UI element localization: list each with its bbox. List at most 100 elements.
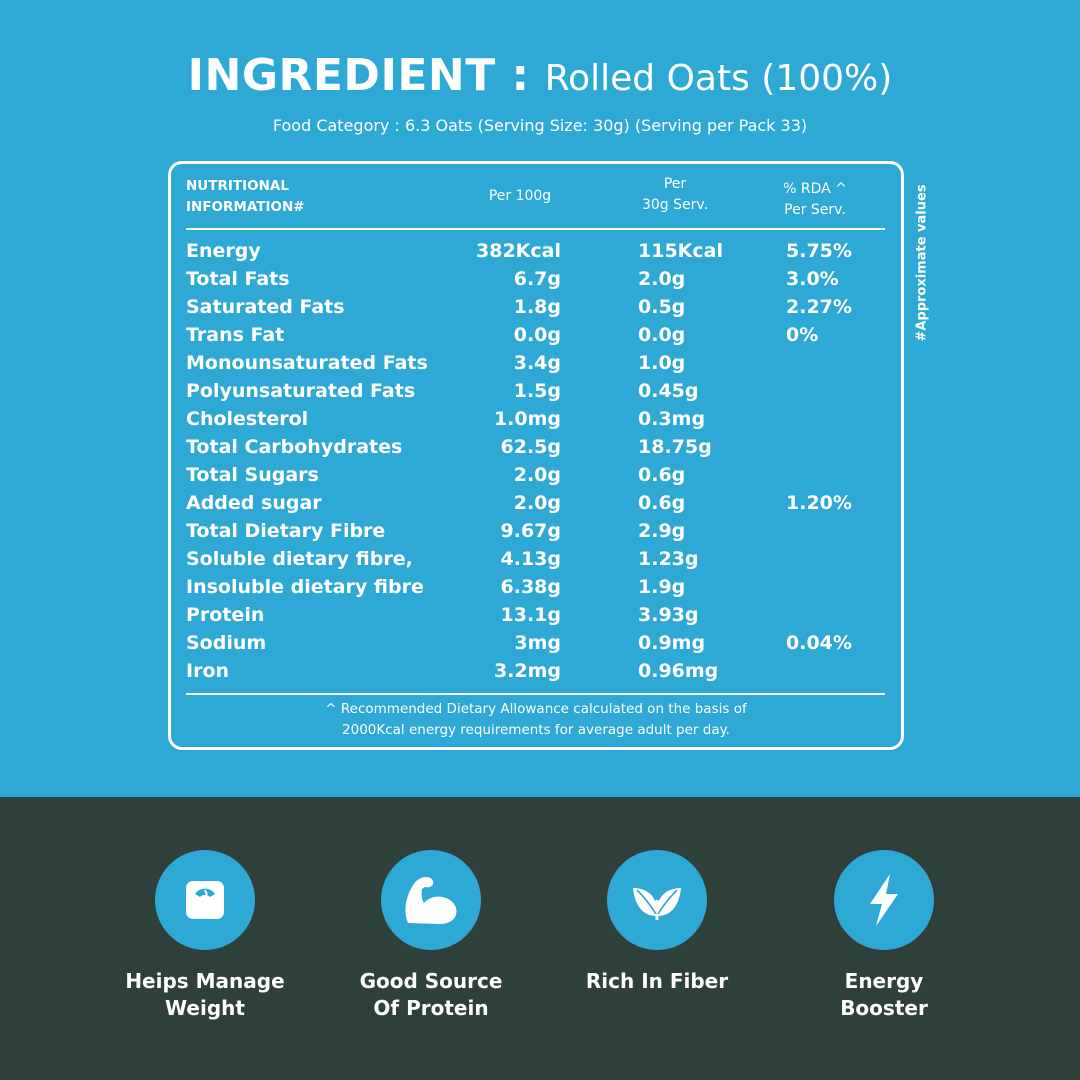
nutrient-name: Iron (186, 660, 230, 682)
value-per-100g: 2.0g (513, 464, 561, 486)
value-rda: 1.20% (786, 492, 852, 514)
value-per-serving: 1.23g (638, 548, 699, 570)
value-per-serving: 2.0g (638, 268, 686, 290)
header-col3-line2: 30g Serv. (641, 197, 709, 213)
nutrient-name: Cholesterol (186, 408, 309, 430)
table-row: Polyunsaturated Fats 1.5g 0.45g (186, 377, 885, 405)
header-per-100g: Per 100g (488, 188, 552, 204)
table-row: Saturated Fats 1.8g 0.5g 2.27% (186, 293, 885, 321)
nutrient-name: Insoluble dietary fibre (186, 576, 424, 598)
table-row: Total Dietary Fibre 9.67g 2.9g (186, 517, 885, 545)
title-ingredient-label: INGREDIENT : (187, 50, 530, 101)
nutrient-name: Total Fats (186, 268, 290, 290)
nutrition-table-panel (168, 161, 904, 750)
value-per-serving: 0.96mg (638, 660, 719, 682)
value-per-serving: 0.3mg (638, 408, 706, 430)
header-nutritional-info: NUTRITIONAL INFORMATION# (186, 176, 305, 218)
value-per-serving: 0.5g (638, 296, 686, 318)
feature-fiber: Rich In Fiber (532, 850, 782, 995)
value-per-serving: 0.6g (638, 492, 686, 514)
value-rda: 3.0% (786, 268, 839, 290)
feature-manage-weight: Heips Manage Weight (80, 850, 330, 1022)
feature-label: Energy Booster (759, 968, 1009, 1022)
value-per-serving: 18.75g (638, 436, 712, 458)
nutrient-name: Saturated Fats (186, 296, 345, 318)
value-per-100g: 1.5g (513, 380, 561, 402)
value-per-100g: 6.38g (500, 576, 561, 598)
value-per-serving: 1.9g (638, 576, 686, 598)
value-per-100g: 2.0g (513, 492, 561, 514)
rda-footnote: ^ Recommended Dietary Allowance calculat… (168, 699, 904, 741)
value-rda: 2.27% (786, 296, 852, 318)
table-row: Protein 13.1g 3.93g (186, 601, 885, 629)
feature-circle (834, 850, 934, 950)
header-col4-line2: Per Serv. (784, 202, 846, 218)
table-row: Iron 3.2mg 0.96mg (186, 657, 885, 685)
value-per-100g: 62.5g (500, 436, 561, 458)
value-per-100g: 13.1g (500, 604, 561, 626)
title-ingredient-value: Rolled Oats (100%) (544, 58, 893, 99)
header-col1-line2: INFORMATION# (186, 199, 305, 215)
feature-label-line2: Weight (165, 996, 245, 1020)
value-per-100g: 6.7g (513, 268, 561, 290)
header-per-serving: Per 30g Serv. (610, 174, 740, 216)
nutrient-name: Protein (186, 604, 265, 626)
feature-label-line2: Booster (840, 996, 928, 1020)
nutrient-name: Energy (186, 240, 261, 262)
table-row: Total Sugars 2.0g 0.6g (186, 461, 885, 489)
nutrient-name: Trans Fat (186, 324, 285, 346)
header-col1-line1: NUTRITIONAL (186, 178, 289, 194)
header-rda: % RDA ^ Per Serv. (760, 179, 870, 221)
table-row: Total Fats 6.7g 2.0g 3.0% (186, 265, 885, 293)
table-row: Trans Fat 0.0g 0.0g 0% (186, 321, 885, 349)
value-rda: 0% (786, 324, 819, 346)
value-per-100g: 1.0mg (493, 408, 561, 430)
nutrient-name: Soluble dietary fibre, (186, 548, 413, 570)
header-col4-line1: % RDA ^ (783, 181, 847, 197)
table-row: Total Carbohydrates 62.5g 18.75g (186, 433, 885, 461)
value-per-serving: 0.9mg (638, 632, 706, 654)
value-per-100g: 3.2mg (493, 660, 561, 682)
feature-protein: Good Source Of Protein (306, 850, 556, 1022)
feature-label-line1: Energy (844, 969, 924, 993)
lightning-bolt-icon (870, 874, 898, 926)
table-row: Soluble dietary fibre, 4.13g 1.23g (186, 545, 885, 573)
value-per-serving: 3.93g (638, 604, 699, 626)
nutrient-name: Total Dietary Fibre (186, 520, 386, 542)
nutrient-name: Sodium (186, 632, 267, 654)
nutrient-name: Monounsaturated Fats (186, 352, 428, 374)
feature-circle (381, 850, 481, 950)
feature-label-line1: Good Source (359, 969, 503, 993)
feature-label: Good Source Of Protein (306, 968, 556, 1022)
nutrient-name: Added sugar (186, 492, 322, 514)
header-divider (186, 228, 885, 230)
value-per-serving: 115Kcal (638, 240, 723, 262)
header-col3-line1: Per (663, 176, 687, 192)
value-per-100g: 382Kcal (476, 240, 561, 262)
nutrient-name: Total Carbohydrates (186, 436, 403, 458)
table-row: Monounsaturated Fats 3.4g 1.0g (186, 349, 885, 377)
value-per-100g: 3.4g (513, 352, 561, 374)
value-rda: 5.75% (786, 240, 852, 262)
nutrient-name: Polyunsaturated Fats (186, 380, 416, 402)
value-per-100g: 3mg (514, 632, 561, 654)
value-per-100g: 0.0g (513, 324, 561, 346)
feature-label-line2: Of Protein (373, 996, 489, 1020)
value-per-100g: 4.13g (500, 548, 561, 570)
table-row: Energy 382Kcal 115Kcal 5.75% (186, 237, 885, 265)
footnote-line2: 2000Kcal energy requirements for average… (342, 722, 730, 738)
value-per-serving: 0.6g (638, 464, 686, 486)
feature-label: Rich In Fiber (532, 968, 782, 995)
feature-circle (607, 850, 707, 950)
approximate-values-note: #Approximate values (912, 180, 932, 345)
value-per-serving: 0.0g (638, 324, 686, 346)
feature-label-line1: Heips Manage (125, 969, 285, 993)
table-row: Insoluble dietary fibre 6.38g 1.9g (186, 573, 885, 601)
value-rda: 0.04% (786, 632, 852, 654)
value-per-serving: 0.45g (638, 380, 699, 402)
value-per-serving: 1.0g (638, 352, 686, 374)
table-row: Cholesterol 1.0mg 0.3mg (186, 405, 885, 433)
leaf-sprout-icon (633, 888, 681, 920)
page-title: INGREDIENT : Rolled Oats (100%) (0, 50, 1080, 101)
footnote-line1: ^ Recommended Dietary Allowance calculat… (325, 701, 747, 717)
